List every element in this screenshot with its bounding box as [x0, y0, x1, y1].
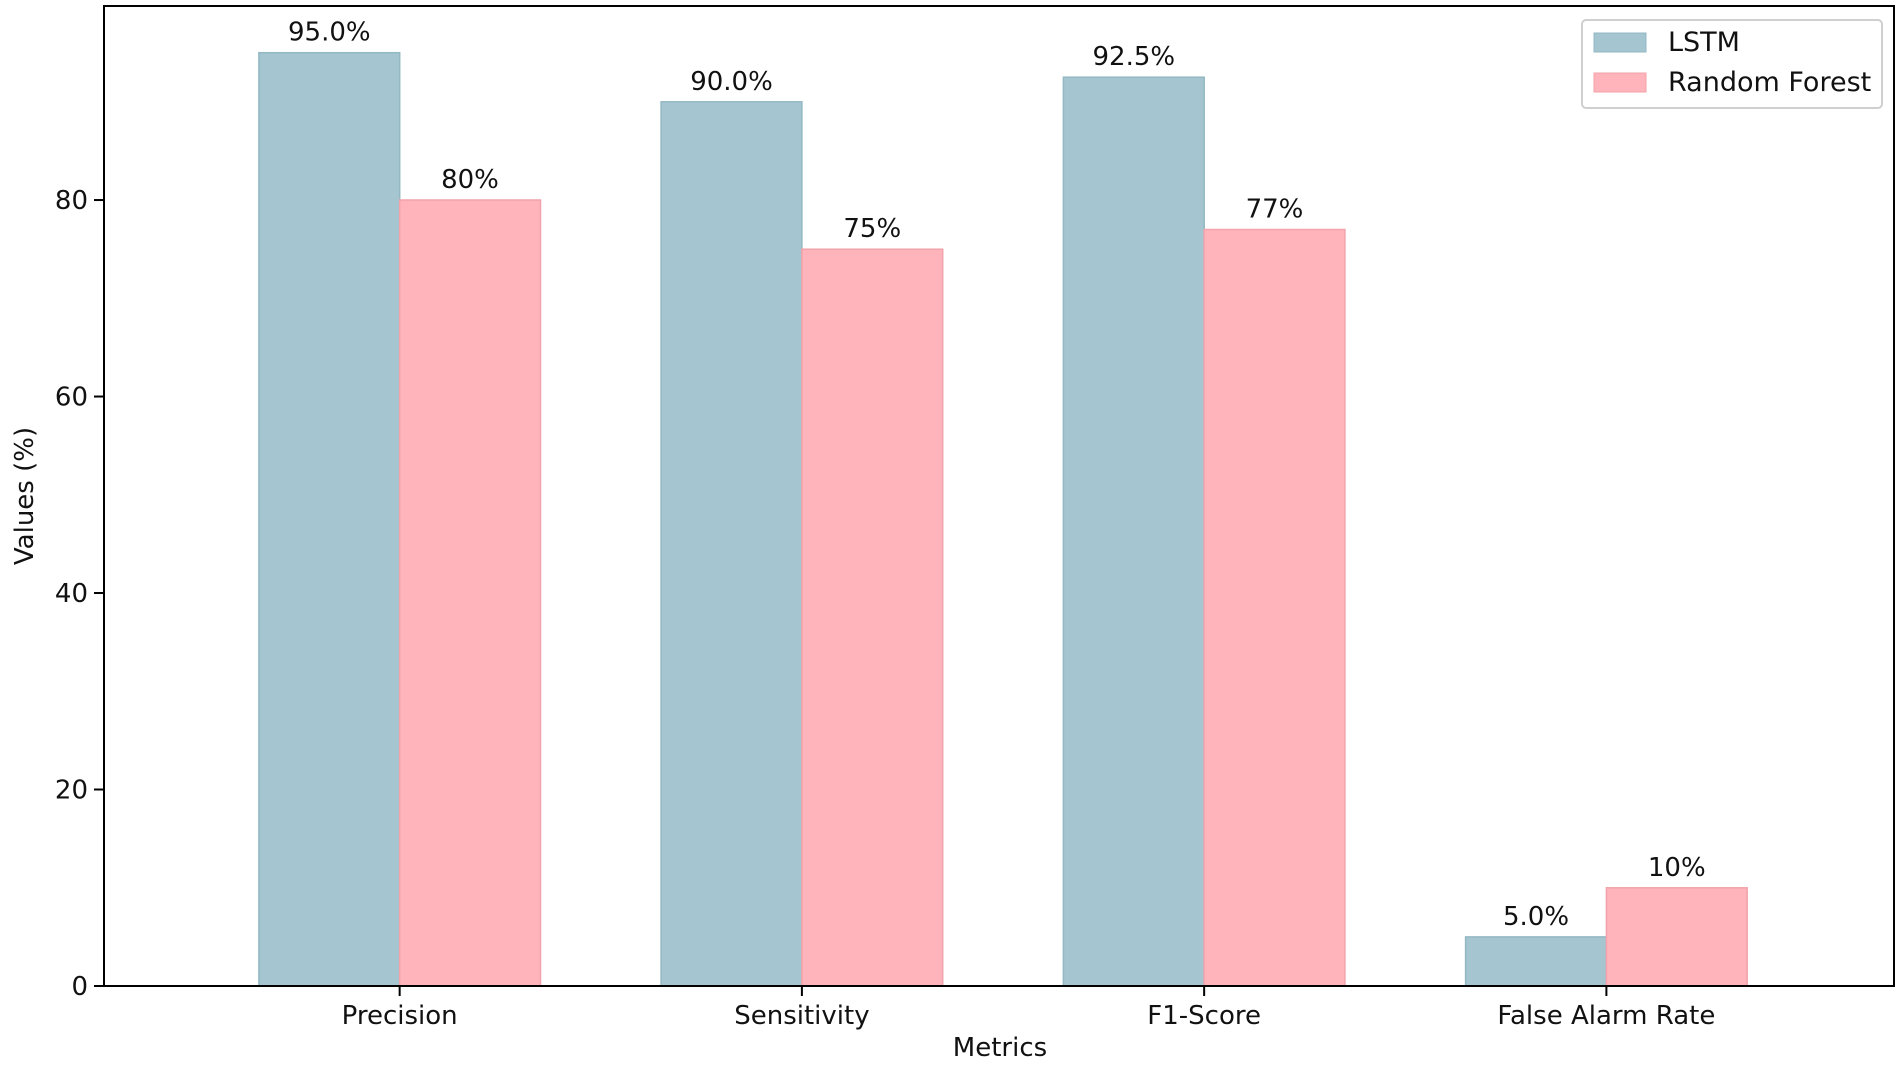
legend-label-lstm: LSTM	[1668, 27, 1740, 58]
bars-group	[258, 51, 1748, 987]
x-tick-label-sensitivity: Sensitivity	[734, 1001, 869, 1031]
data-label-lstm-false-alarm-rate: 5.0%	[1503, 902, 1569, 932]
plot-area-frame	[103, 5, 1895, 987]
y-tick-label: 0	[71, 972, 88, 1002]
data-label-random-forest-sensitivity: 75%	[843, 214, 901, 244]
y-axis-label: Values (%)	[10, 427, 40, 565]
legend-frame	[1581, 19, 1883, 109]
legend-label-random-forest: Random Forest	[1668, 67, 1871, 98]
data-label-random-forest-false-alarm-rate: 10%	[1648, 853, 1706, 883]
x-axis-label: Metrics	[953, 1033, 1047, 1063]
bar-random-forest-sensitivity	[801, 248, 944, 987]
bar-lstm-false-alarm-rate	[1464, 936, 1608, 987]
legend: LSTM Random Forest	[1581, 19, 1883, 109]
y-axis-ticks: 0 20 40 60 80	[55, 186, 104, 1002]
data-label-random-forest-precision: 80%	[441, 165, 499, 195]
data-label-lstm-sensitivity: 90.0%	[690, 67, 773, 97]
x-tick-label-precision: Precision	[342, 1001, 458, 1031]
legend-swatch-lstm	[1593, 32, 1647, 53]
y-tick-label: 60	[55, 383, 88, 413]
y-tick-label: 80	[55, 186, 88, 216]
data-label-random-forest-f1-score: 77%	[1246, 195, 1304, 225]
bar-random-forest-f1-score	[1203, 228, 1346, 987]
bar-lstm-f1-score	[1062, 76, 1205, 987]
bar-data-labels: 95.0% 90.0% 92.5% 5.0% 80% 75% 77% 10%	[288, 18, 1706, 932]
x-tick-label-f1-score: F1-Score	[1147, 1001, 1261, 1031]
bar-lstm-sensitivity	[660, 101, 803, 987]
x-tick-label-false-alarm-rate: False Alarm Rate	[1497, 1001, 1715, 1031]
data-label-lstm-precision: 95.0%	[288, 18, 371, 48]
legend-swatch-random-forest	[1593, 72, 1647, 93]
bar-random-forest-precision	[398, 199, 542, 987]
y-tick-label: 40	[55, 579, 88, 609]
x-axis-ticks: Precision Sensitivity F1-Score False Alarm …	[342, 986, 1715, 1031]
bar-random-forest-false-alarm-rate	[1605, 887, 1748, 987]
bar-lstm-precision	[258, 51, 401, 987]
data-label-lstm-f1-score: 92.5%	[1092, 42, 1175, 72]
y-tick-label: 20	[55, 776, 88, 806]
